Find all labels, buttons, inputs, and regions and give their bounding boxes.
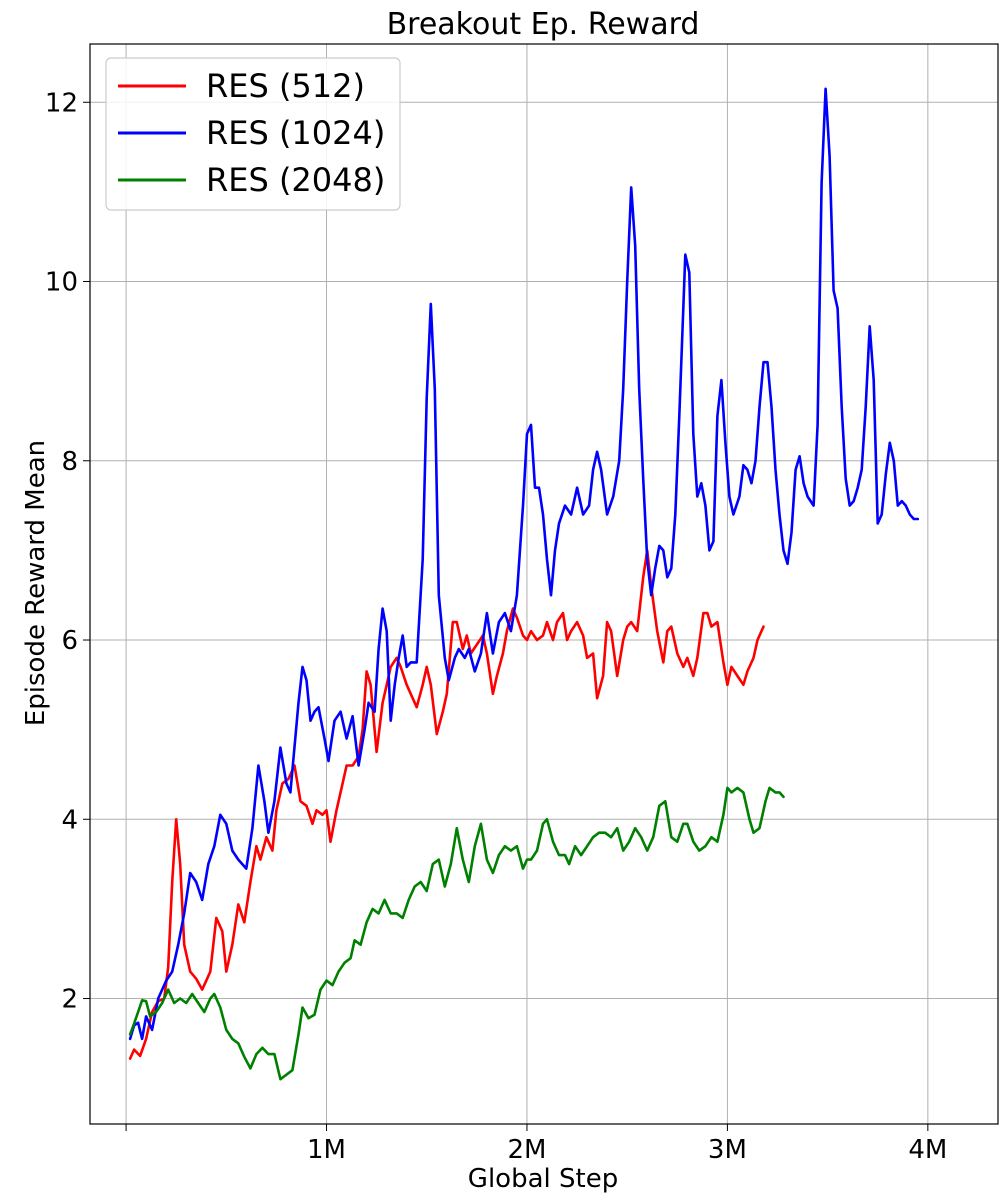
- x-tick-label: 3M: [708, 1135, 747, 1165]
- series-line-2: [128, 87, 920, 1041]
- y-tick-label: 10: [45, 268, 78, 298]
- axis-ticks: 1M 2M 3M 4M 2 4 6 8 10 12: [45, 88, 947, 1165]
- y-tick-label: 8: [61, 447, 78, 477]
- y-tick-label: 12: [45, 88, 78, 118]
- grid-lines: [90, 44, 998, 1124]
- series-line-1: [128, 549, 765, 1060]
- legend-label: RES (1024): [206, 114, 385, 152]
- x-axis-label: Global Step: [468, 1164, 618, 1194]
- series-line-3: [128, 786, 785, 1081]
- y-tick-label: 2: [61, 985, 78, 1015]
- x-tick-label: 4M: [908, 1135, 947, 1165]
- y-tick-label: 6: [61, 626, 78, 656]
- x-tick-label: 2M: [507, 1135, 546, 1165]
- legend-box: [105, 57, 401, 211]
- y-tick-label: 4: [61, 805, 78, 835]
- chart-title: Breakout Ep. Reward: [387, 7, 700, 42]
- legend-label: RES (2048): [206, 161, 385, 199]
- y-axis-label: Episode Reward Mean: [21, 440, 51, 726]
- legend: RES (512) RES (1024) RES (2048): [105, 57, 401, 211]
- x-tick-label: 1M: [307, 1135, 346, 1165]
- plot-frame: [89, 43, 999, 1125]
- series-lines: [128, 87, 920, 1081]
- legend-label: RES (512): [206, 67, 365, 105]
